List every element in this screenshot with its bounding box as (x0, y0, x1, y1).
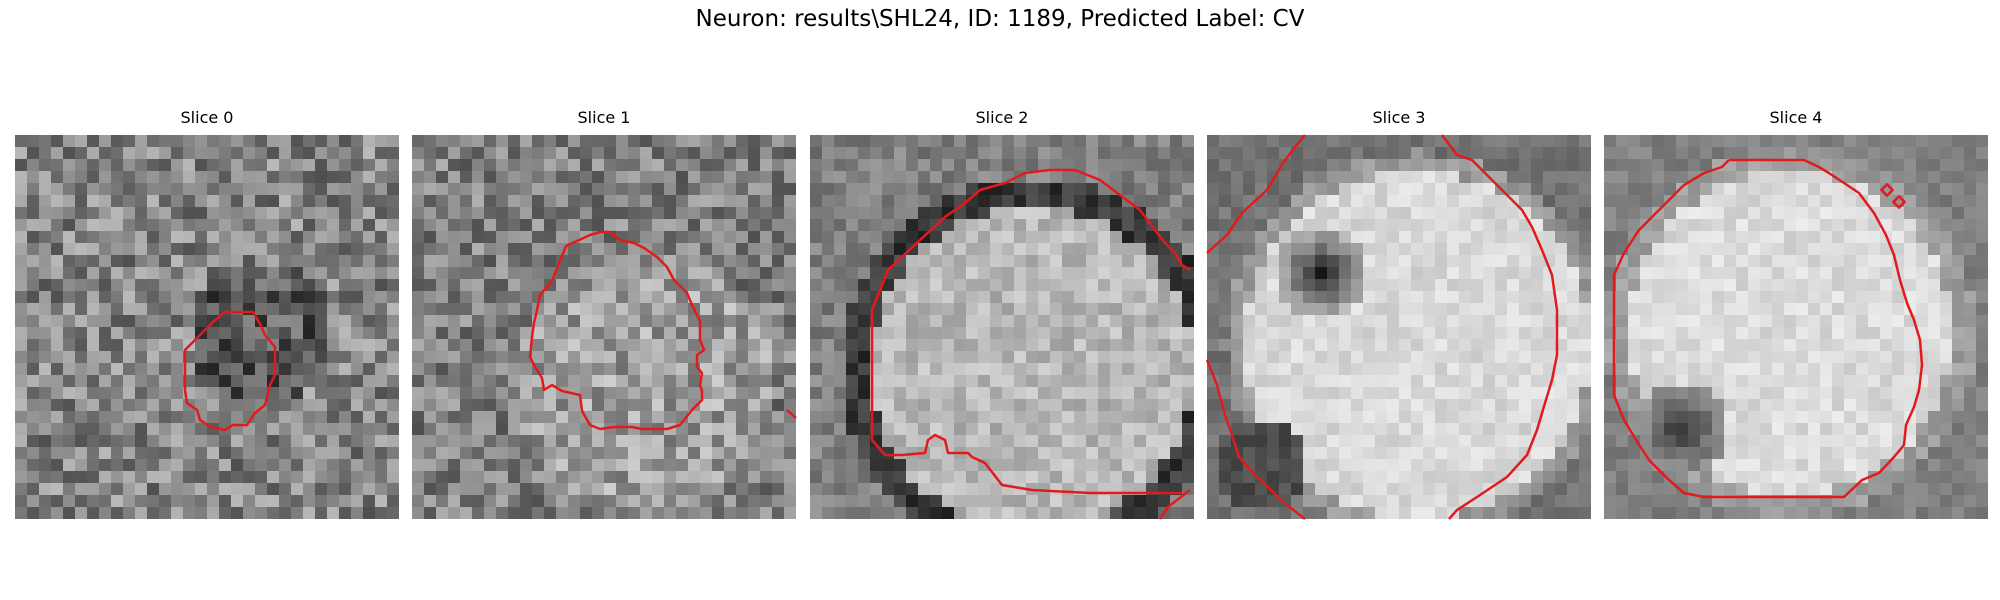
contour-line (185, 312, 275, 430)
slice-title-4: Slice 4 (1604, 108, 1988, 127)
slice-contour-2 (810, 135, 1194, 519)
contour-edge-fragment (1160, 490, 1190, 519)
slice-title-3: Slice 3 (1207, 108, 1591, 127)
contour-small-marker (1881, 184, 1892, 195)
slice-title-2: Slice 2 (810, 108, 1194, 127)
figure-title: Neuron: results\SHL24, ID: 1189, Predict… (0, 6, 2000, 32)
slice-contour-0 (15, 135, 399, 519)
contour-line (1614, 160, 1922, 497)
slice-contour-1 (412, 135, 796, 519)
contour-line (530, 232, 704, 429)
contour-edge-fragment (787, 410, 796, 418)
contour-arc-left-bottom (1207, 360, 1305, 519)
slice-title-0: Slice 0 (15, 108, 399, 127)
slice-contour-3 (1207, 135, 1591, 519)
contour-line (872, 170, 1190, 493)
contour-arc-right (1442, 135, 1557, 519)
contour-small-marker (1893, 196, 1904, 207)
slice-title-1: Slice 1 (412, 108, 796, 127)
contour-arc-left-top (1207, 135, 1305, 253)
slice-contour-4 (1604, 135, 1988, 519)
